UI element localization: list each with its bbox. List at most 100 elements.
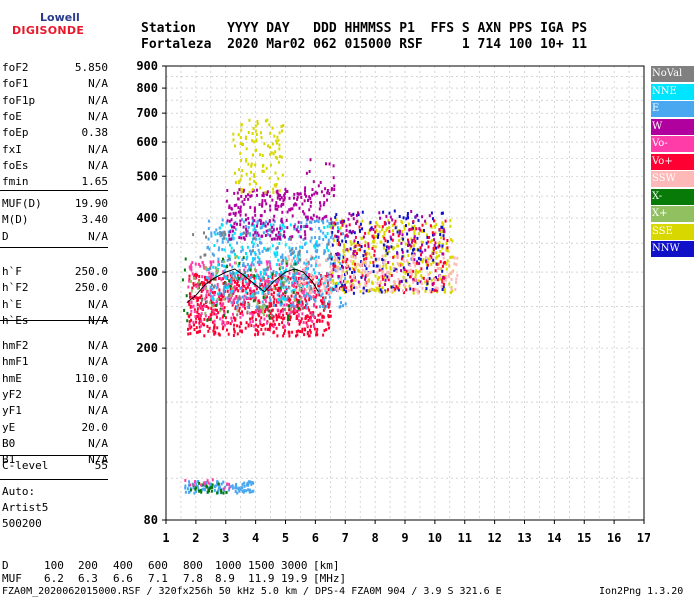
echo-point xyxy=(414,275,417,279)
echo-point xyxy=(258,313,261,317)
echo-point xyxy=(261,289,264,293)
echo-point xyxy=(288,314,291,318)
echo-point xyxy=(290,294,293,298)
echo-point xyxy=(249,276,252,280)
echo-point xyxy=(445,248,448,252)
echo-point xyxy=(387,288,389,292)
echo-point xyxy=(251,257,254,260)
echo-point xyxy=(299,192,302,196)
echo-point xyxy=(191,272,194,276)
echo-point xyxy=(261,291,264,295)
echo-point xyxy=(360,245,363,248)
echo-point xyxy=(310,312,313,316)
echo-point xyxy=(269,265,272,268)
echo-point xyxy=(378,288,381,292)
echo-point xyxy=(268,296,271,300)
x-tick-label: 10 xyxy=(428,531,442,545)
echo-point xyxy=(309,204,312,208)
echo-point xyxy=(352,212,355,216)
echo-point xyxy=(378,276,380,280)
echo-point xyxy=(300,195,303,199)
echo-point xyxy=(210,263,213,267)
echo-point xyxy=(245,257,248,261)
echo-point xyxy=(274,204,277,208)
echo-point xyxy=(299,277,302,281)
echo-point xyxy=(313,271,316,275)
echo-point xyxy=(410,244,413,248)
echo-point xyxy=(247,483,250,487)
echo-point xyxy=(239,205,242,209)
echo-point xyxy=(438,244,441,248)
echo-point xyxy=(213,277,216,281)
echo-point xyxy=(355,286,358,290)
echo-point xyxy=(261,307,264,311)
echo-point xyxy=(255,285,258,289)
echo-point xyxy=(216,491,219,495)
echo-point xyxy=(303,230,306,234)
echo-point xyxy=(352,241,355,245)
echo-point xyxy=(228,219,231,223)
echo-point xyxy=(341,283,344,287)
echo-point xyxy=(258,307,260,311)
echo-point xyxy=(303,275,306,279)
echo-point xyxy=(412,277,415,281)
param-fof1: foF1 N/A xyxy=(2,76,108,92)
echo-point xyxy=(279,194,281,197)
echo-point xyxy=(299,300,302,304)
echo-point xyxy=(442,228,445,232)
echo-point xyxy=(408,270,411,274)
echo-point xyxy=(432,233,434,237)
echo-point xyxy=(420,274,423,278)
echo-point xyxy=(275,247,278,251)
echo-point xyxy=(281,173,284,177)
echo-point xyxy=(251,316,254,320)
echo-point xyxy=(269,275,272,279)
echo-point xyxy=(242,188,245,192)
echo-point xyxy=(227,240,230,244)
echo-point xyxy=(244,326,247,330)
echo-point xyxy=(221,237,224,241)
echo-point xyxy=(288,304,291,308)
echo-point xyxy=(195,285,198,289)
echo-point xyxy=(328,302,331,306)
echo-point xyxy=(207,318,210,322)
echo-point xyxy=(215,271,218,275)
echo-point xyxy=(358,270,361,274)
echo-point xyxy=(446,246,449,250)
echo-point xyxy=(205,484,208,488)
echo-point xyxy=(345,266,348,270)
echo-point xyxy=(213,488,216,492)
echo-point xyxy=(198,489,201,493)
echo-point xyxy=(336,239,339,242)
echo-point xyxy=(312,268,315,272)
echo-point xyxy=(269,285,272,289)
echo-point xyxy=(258,282,261,286)
echo-point xyxy=(258,301,261,304)
echo-point xyxy=(361,260,364,264)
echo-point xyxy=(351,262,354,266)
echo-point xyxy=(402,237,405,241)
echo-point xyxy=(233,327,235,331)
echo-point xyxy=(282,266,284,270)
echo-point xyxy=(448,275,450,279)
echo-point xyxy=(390,274,393,277)
echo-point xyxy=(331,226,334,230)
echo-point xyxy=(194,315,197,319)
echo-point xyxy=(301,312,304,316)
echo-point xyxy=(347,217,350,221)
echo-point xyxy=(318,282,320,285)
echo-point xyxy=(413,230,416,234)
echo-point xyxy=(232,211,235,215)
echo-point xyxy=(266,190,269,194)
echo-point xyxy=(249,297,252,301)
echo-point xyxy=(281,321,284,325)
echo-point xyxy=(313,286,316,290)
echo-point xyxy=(231,250,234,254)
d-label: D xyxy=(2,559,9,572)
echo-point xyxy=(205,293,208,297)
echo-point xyxy=(214,303,217,307)
echo-point xyxy=(235,261,237,265)
echo-point xyxy=(252,481,255,485)
echo-point xyxy=(362,261,365,265)
echo-point xyxy=(314,249,317,253)
